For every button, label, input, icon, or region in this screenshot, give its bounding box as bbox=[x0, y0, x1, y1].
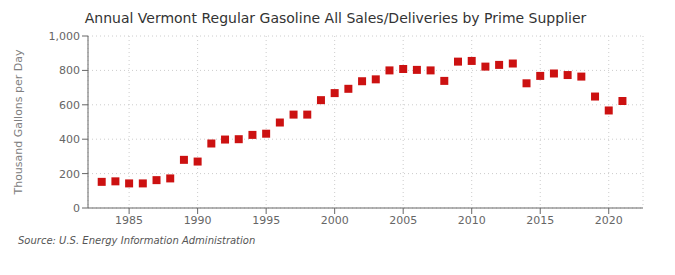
svg-text:1985: 1985 bbox=[115, 214, 143, 227]
svg-text:2015: 2015 bbox=[526, 214, 554, 227]
html-text:Annual Vermont Regular Gasolin: Annual Vermont Regular Gasoline All Sale… bbox=[84, 10, 587, 26]
svg-text:Thousand Gallons per Day: Thousand Gallons per Day bbox=[12, 49, 25, 196]
svg-text:2000: 2000 bbox=[321, 214, 349, 227]
svg-text:0: 0 bbox=[73, 202, 80, 215]
svg-text:2010: 2010 bbox=[458, 214, 486, 227]
svg-text:800: 800 bbox=[59, 64, 80, 77]
svg-text:200: 200 bbox=[59, 168, 80, 181]
svg-text:1990: 1990 bbox=[184, 214, 212, 227]
svg-text:2005: 2005 bbox=[389, 214, 417, 227]
html-text:Source: U.S. Energy Informatio: Source: U.S. Energy Information Administ… bbox=[18, 235, 256, 246]
svg-text:1,000: 1,000 bbox=[49, 30, 81, 43]
svg-text:400: 400 bbox=[59, 133, 80, 146]
svg-text:2020: 2020 bbox=[595, 214, 623, 227]
svg-text:1995: 1995 bbox=[252, 214, 280, 227]
svg-text:600: 600 bbox=[59, 99, 80, 112]
